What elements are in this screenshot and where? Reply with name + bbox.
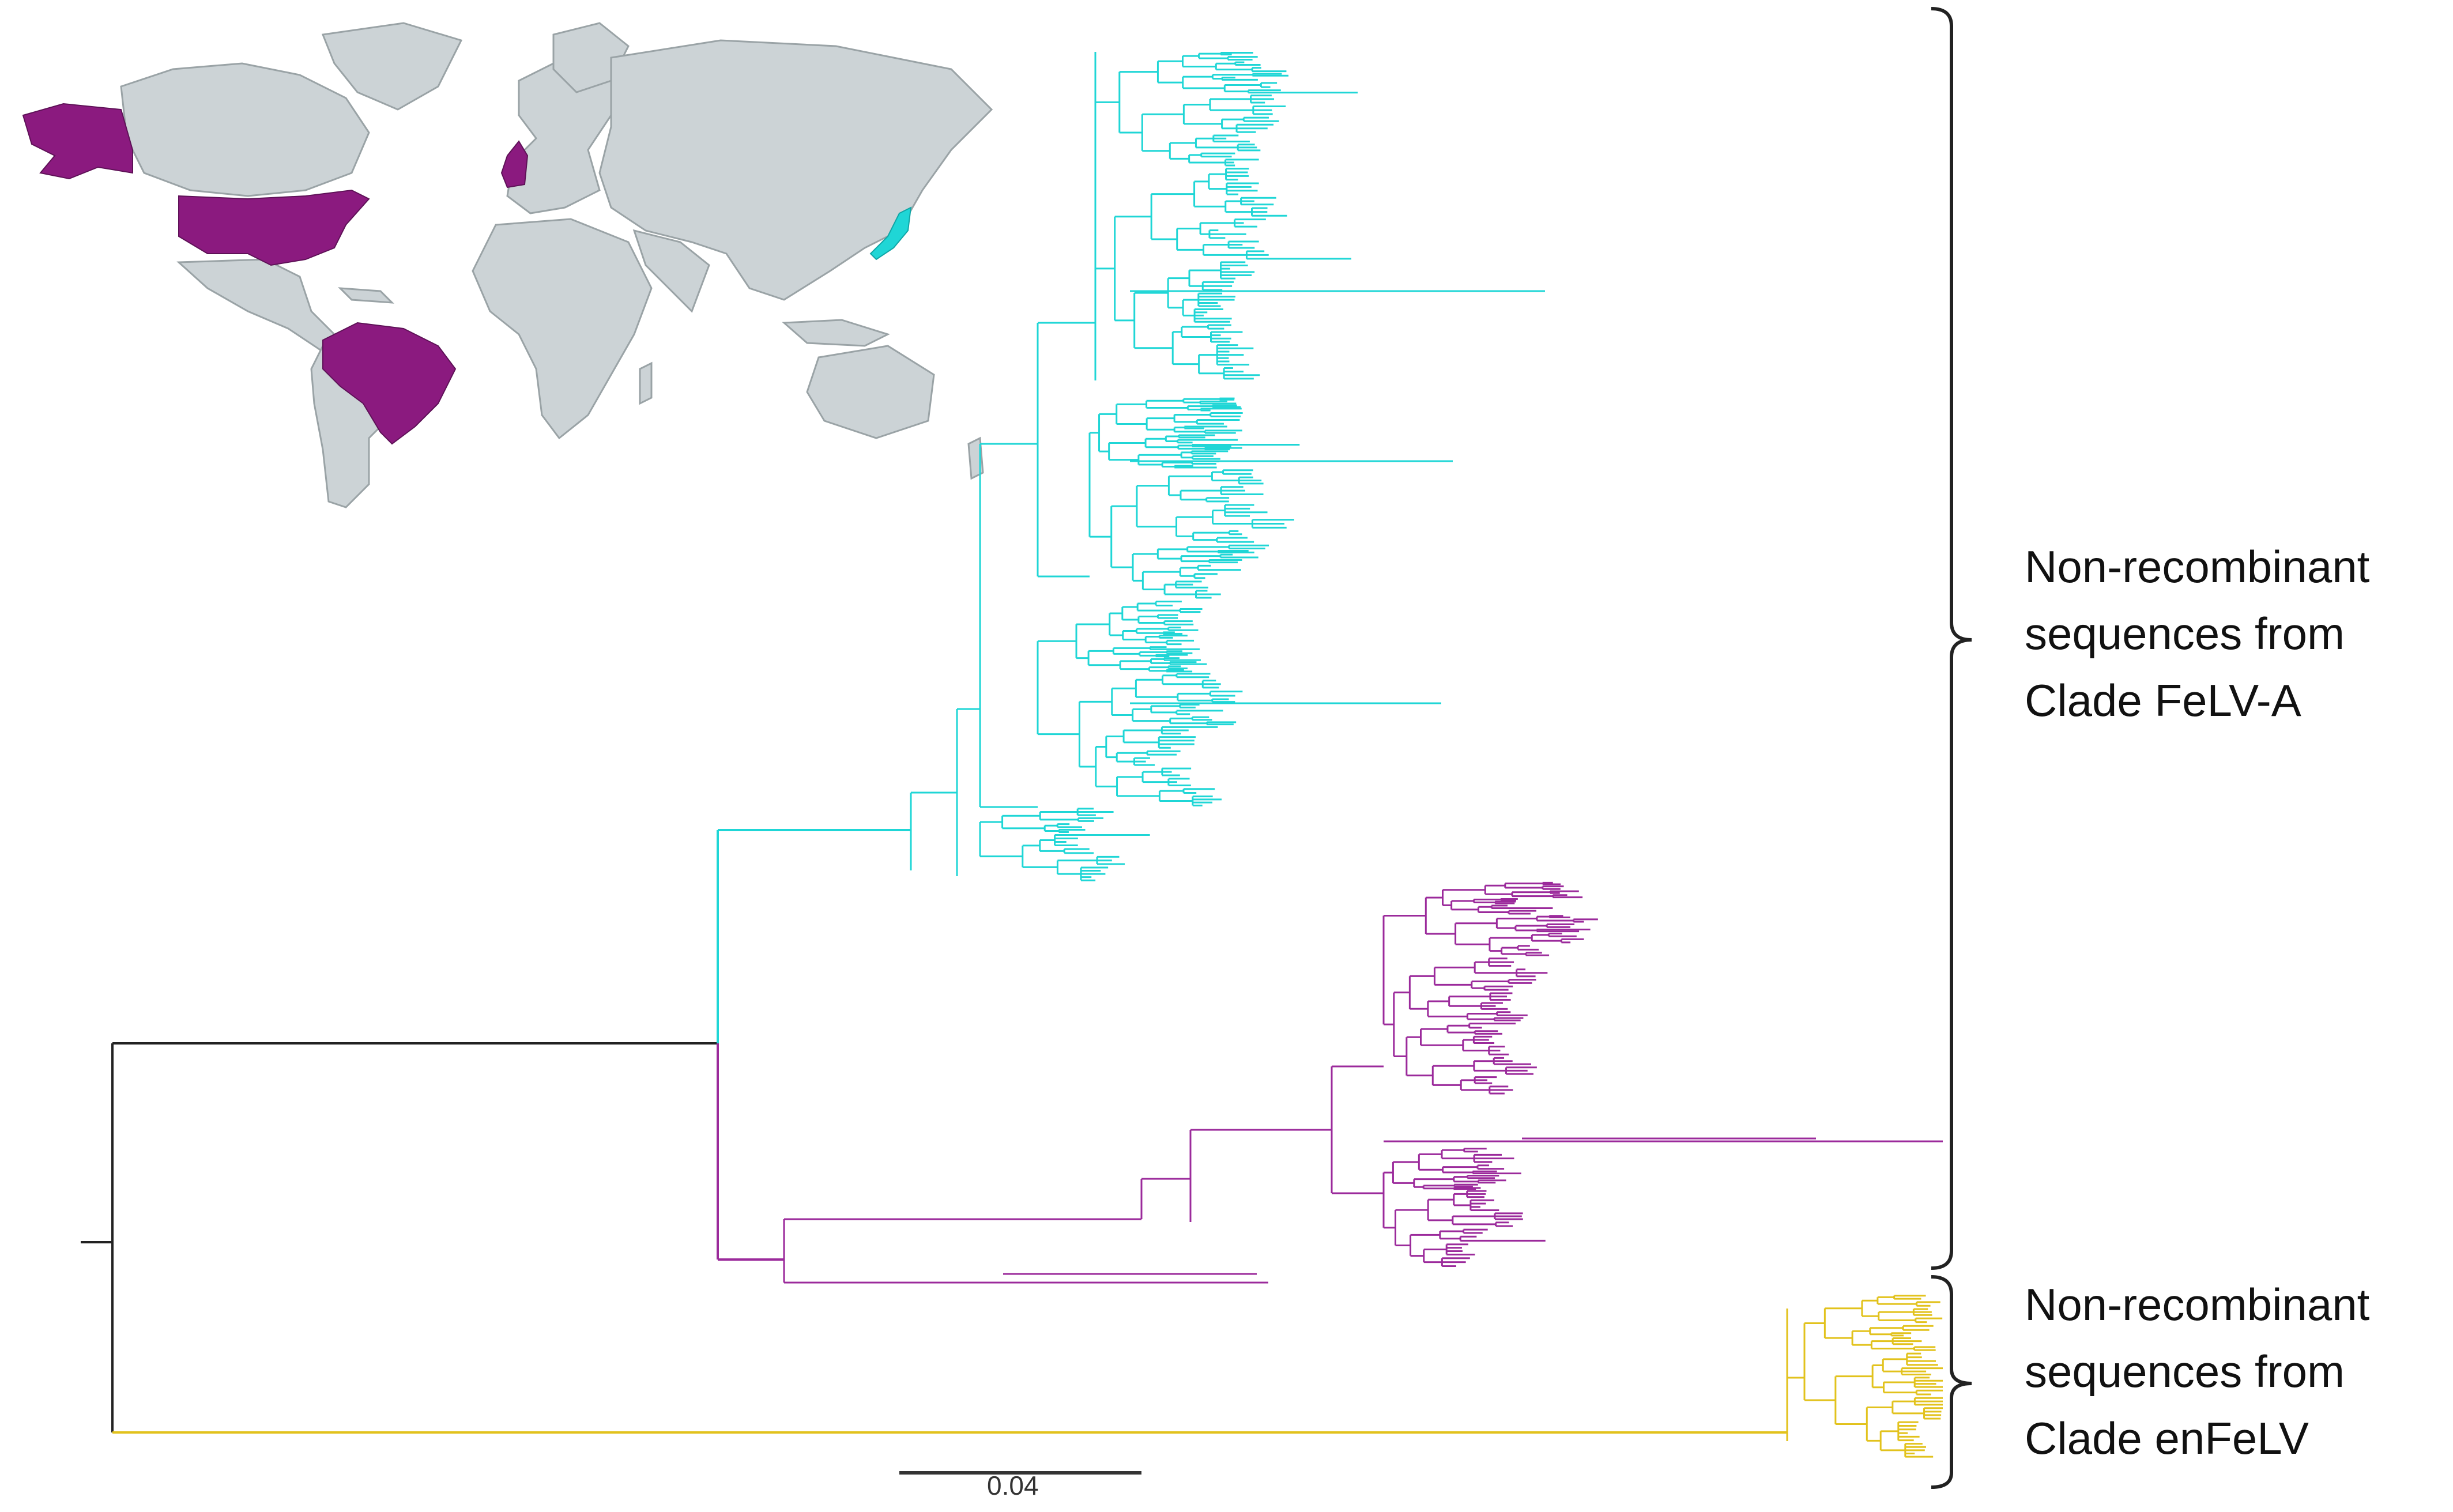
bracket-felv-a <box>1931 7 1972 1270</box>
clade-enfelv-branches <box>112 1295 1943 1458</box>
greenland-shape <box>321 22 463 111</box>
clade-enfelv-label: Non-recombinant sequences from Clade enF… <box>2025 1271 2369 1472</box>
indonesia-shape <box>782 319 890 347</box>
brazil-highlight <box>322 322 457 445</box>
usa-highlight <box>178 189 370 266</box>
clade-en-label-line-1: Non-recombinant <box>2025 1279 2370 1330</box>
world-map <box>22 22 993 508</box>
clade-felv-a-cyan-branches <box>717 52 1545 1043</box>
africa-shape <box>472 218 653 440</box>
bracket-enfelv <box>1931 1275 1972 1489</box>
clade-a-label-line-2: sequences from <box>2025 608 2345 659</box>
uk-highlight <box>500 140 529 188</box>
clade-a-label-line-1: Non-recombinant <box>2025 541 2370 592</box>
alaska-highlight <box>22 103 133 180</box>
asia-shape <box>598 39 993 301</box>
clade-felv-a-purple-branches <box>717 881 1943 1284</box>
caribbean-shape <box>338 287 394 304</box>
root-branches <box>81 1042 718 1432</box>
clade-felv-a-label: Non-recombinant sequences from Clade FeL… <box>2025 533 2369 734</box>
japan-highlight <box>869 206 912 261</box>
clade-a-label-line-3: Clade FeLV-A <box>2025 675 2301 726</box>
australia-shape <box>806 345 935 439</box>
clade-en-label-line-3: Clade enFeLV <box>2025 1413 2309 1464</box>
madagascar-shape <box>639 361 653 405</box>
canada-shape <box>120 62 370 197</box>
clade-en-label-line-2: sequences from <box>2025 1346 2345 1397</box>
scale-bar-label: 0.04 <box>987 1470 1039 1500</box>
india-shape <box>632 229 710 313</box>
